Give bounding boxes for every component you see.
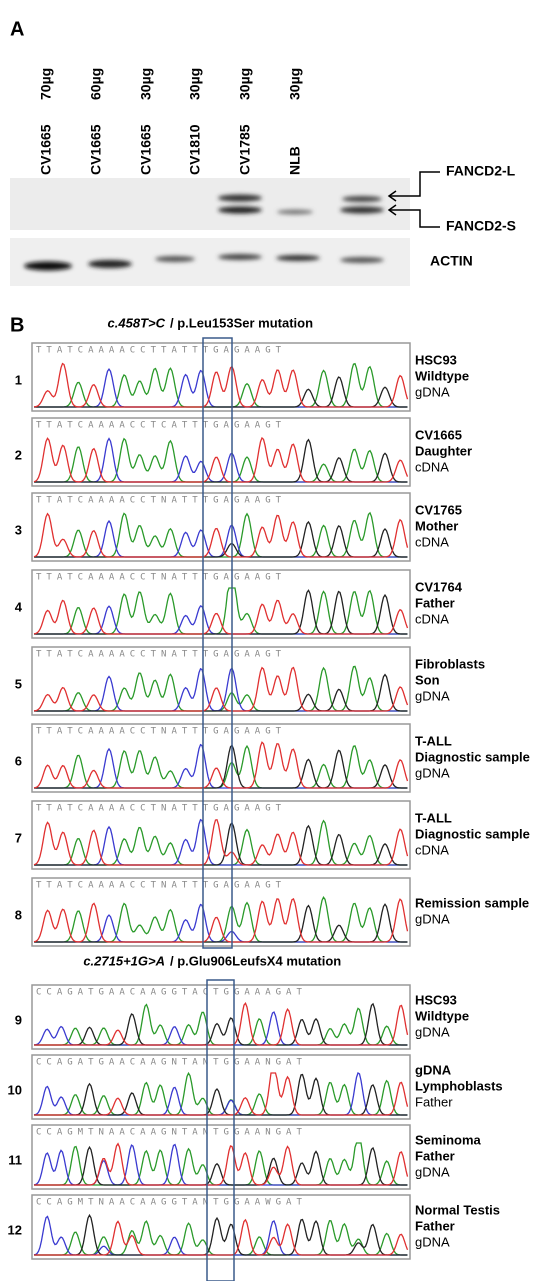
blot-fancd2	[10, 178, 410, 230]
lane-amount: 70µg	[38, 68, 54, 100]
sample-label: CV1765	[415, 502, 462, 517]
panel-label: B	[10, 314, 24, 336]
sample-label: CV1665	[415, 427, 462, 442]
band-label: ACTIN	[430, 253, 473, 269]
sequence: CCAGATGAACAAGGTACTGGAAAGAT	[36, 988, 307, 998]
sequence: CCAGMTNAACAAGGTANTGGAAWGAT	[36, 1198, 307, 1208]
sample-label: Daughter	[415, 443, 472, 458]
lane-amount: 30µg	[287, 68, 303, 100]
sample-label: gDNA	[415, 384, 450, 399]
sequence: CCAGMTNAACAAGNTANTGGAANGAT	[36, 1128, 307, 1138]
row-number: 9	[15, 1012, 22, 1027]
section-title: c.2715+1G>A	[83, 953, 165, 968]
sample-label: T-ALL	[415, 733, 452, 748]
sample-label: Wildtype	[415, 368, 469, 383]
lane-name: CV1810	[187, 124, 203, 175]
row-number: 12	[8, 1222, 22, 1237]
sample-label: CV1764	[415, 579, 463, 594]
row-number: 4	[15, 599, 23, 614]
sample-label: Lymphoblasts	[415, 1078, 503, 1093]
sample-label: gDNA	[415, 688, 450, 703]
lane-name: NLB	[287, 146, 303, 175]
row-number: 1	[15, 372, 22, 387]
sample-label: cDNA	[415, 534, 449, 549]
sequence: CCAGATGAACAAGNTANTGGAANGAT	[36, 1058, 307, 1068]
lane-amount: 30µg	[138, 68, 154, 100]
sample-label: Father	[415, 595, 455, 610]
sequence: TTATCAAAACCTNATTTGAGAAGT	[36, 496, 286, 506]
lane-amount: 30µg	[237, 68, 253, 100]
sample-label: Fibroblasts	[415, 656, 485, 671]
lane-name: CV1785	[237, 124, 253, 175]
sequence: TTATCAAAACCTTATTTGAGAAGT	[36, 346, 286, 356]
sample-label: Father	[415, 1218, 455, 1233]
sequence: TTATCAAAACCTNATTTGAGAAGT	[36, 573, 286, 583]
sample-label: T-ALL	[415, 810, 452, 825]
sample-label: Remission sample	[415, 895, 529, 910]
sample-label: gDNA	[415, 765, 450, 780]
row-number: 8	[15, 907, 22, 922]
sequence: TTATCAAAACCTCATTTGAGAAGT	[36, 421, 286, 431]
row-number: 6	[15, 753, 22, 768]
row-number: 5	[15, 676, 22, 691]
sample-label: Father	[415, 1094, 453, 1109]
row-number: 10	[8, 1082, 22, 1097]
section-title: / p.Glu906LeufsX4 mutation	[170, 953, 341, 968]
lane-name: CV1665	[38, 124, 54, 175]
row-number: 7	[15, 830, 22, 845]
row-number: 3	[15, 522, 22, 537]
sequence: TTATCAAAACCTNATTTGAGAAGT	[36, 650, 286, 660]
panel-label: A	[10, 18, 24, 40]
sample-label: gDNA	[415, 1234, 450, 1249]
sample-label: HSC93	[415, 992, 457, 1007]
lane-name: CV1665	[138, 124, 154, 175]
sample-label: Mother	[415, 518, 458, 533]
sample-label: Father	[415, 1148, 455, 1163]
sample-label: gDNA	[415, 1164, 450, 1179]
sample-label: Diagnostic sample	[415, 826, 530, 841]
sample-label: Son	[415, 672, 440, 687]
row-number: 2	[15, 447, 22, 462]
lane-name: CV1665	[88, 124, 104, 175]
sample-label: gDNA	[415, 911, 450, 926]
sample-label: cDNA	[415, 842, 449, 857]
sample-label: Wildtype	[415, 1008, 469, 1023]
band-label: FANCD2-S	[446, 218, 516, 234]
band-label: FANCD2-L	[446, 163, 516, 179]
sample-label: Diagnostic sample	[415, 749, 530, 764]
sample-label: Normal Testis	[415, 1202, 500, 1217]
row-number: 11	[8, 1152, 22, 1167]
section-title: / p.Leu153Ser mutation	[170, 315, 313, 330]
sample-label: gDNA	[415, 1062, 452, 1077]
sample-label: Seminoma	[415, 1132, 482, 1147]
sample-label: cDNA	[415, 611, 449, 626]
section-title: c.458T>C	[108, 315, 166, 330]
lane-amount: 60µg	[88, 68, 104, 100]
figure: A FANCD2-L FANCD2-S ACTIN B CV1665 70µg CV…	[0, 0, 542, 1281]
lane-amount: 30µg	[187, 68, 203, 100]
sample-label: cDNA	[415, 459, 449, 474]
sequence: TTATCAAAACCTNATTTGAGAAGT	[36, 727, 286, 737]
sequence: TTATCAAAACCTNATTTGAGAAGT	[36, 804, 286, 814]
sample-label: HSC93	[415, 352, 457, 367]
sequence: TTATCAAAACCTNATTTGAGAAGT	[36, 881, 286, 891]
sample-label: gDNA	[415, 1024, 450, 1039]
